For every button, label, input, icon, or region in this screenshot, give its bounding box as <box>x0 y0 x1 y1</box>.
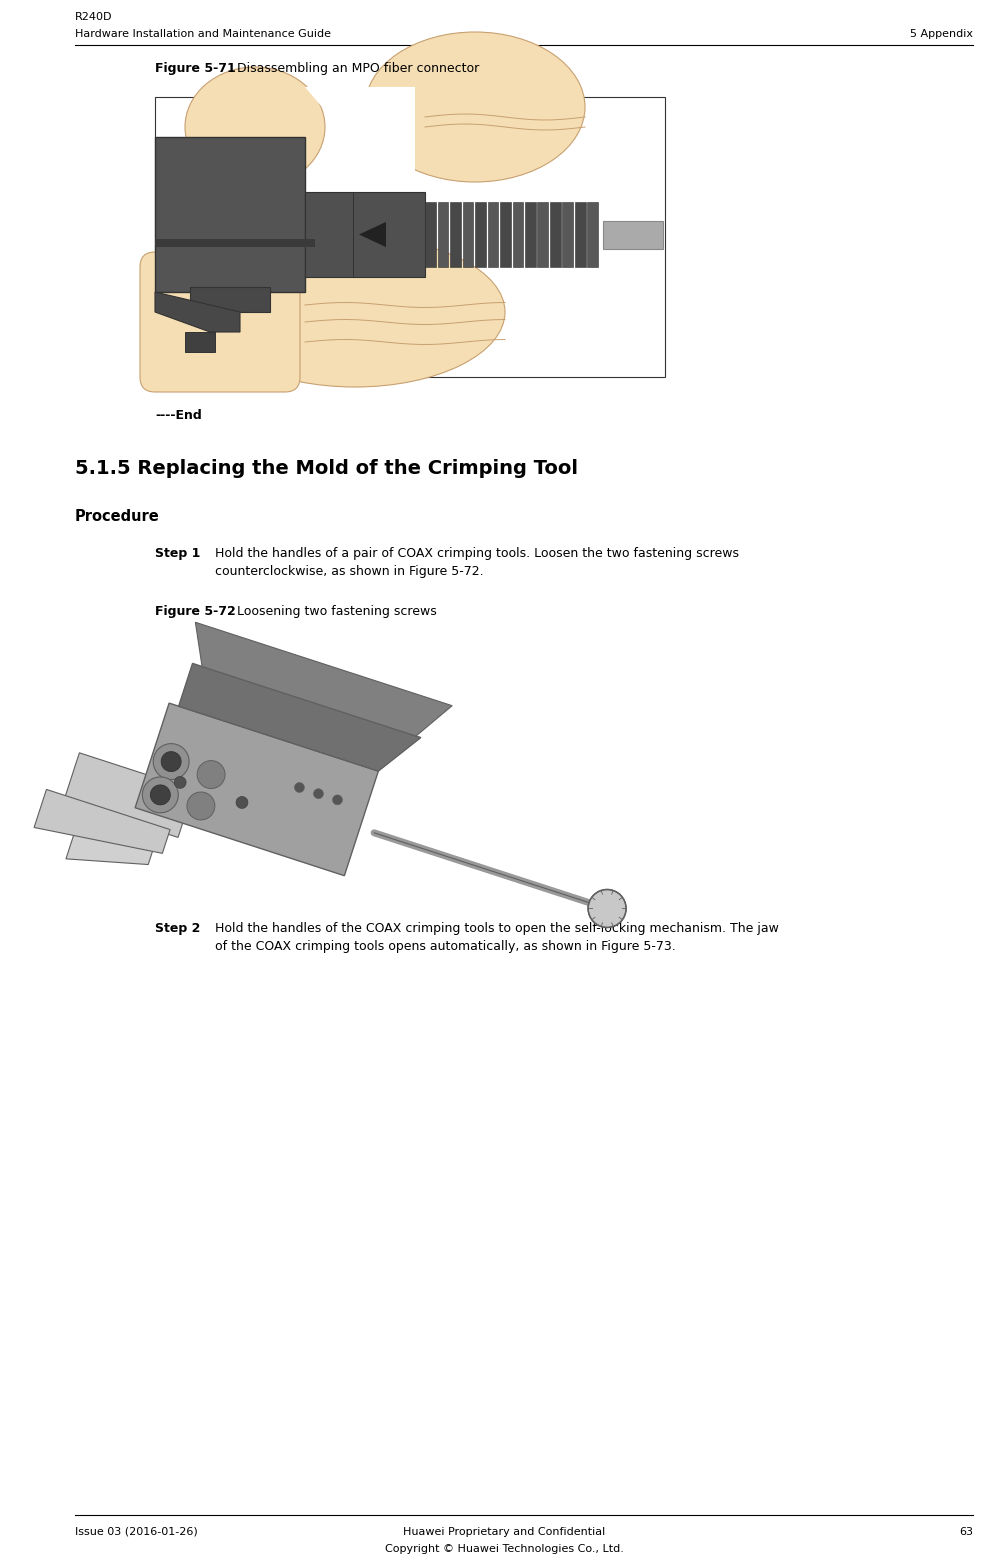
Text: Figure 5-71: Figure 5-71 <box>155 63 236 75</box>
Polygon shape <box>186 791 215 820</box>
Ellipse shape <box>205 237 505 387</box>
Text: Issue 03 (2016-01-26): Issue 03 (2016-01-26) <box>75 1526 198 1537</box>
Polygon shape <box>64 752 194 837</box>
Bar <box>190 287 270 312</box>
FancyBboxPatch shape <box>140 252 300 392</box>
Polygon shape <box>153 744 190 779</box>
Polygon shape <box>185 332 215 353</box>
Bar <box>562 202 574 266</box>
Polygon shape <box>305 88 415 216</box>
Text: Step 1: Step 1 <box>155 547 201 559</box>
Polygon shape <box>161 752 181 771</box>
Bar <box>425 202 435 266</box>
Text: Procedure: Procedure <box>75 509 159 523</box>
Polygon shape <box>66 821 154 865</box>
Ellipse shape <box>588 890 626 928</box>
Polygon shape <box>34 790 170 854</box>
Polygon shape <box>174 777 186 788</box>
Polygon shape <box>196 622 453 736</box>
Polygon shape <box>135 704 378 876</box>
Bar <box>500 202 511 266</box>
Bar <box>475 202 486 266</box>
Polygon shape <box>333 794 343 805</box>
Polygon shape <box>178 663 420 771</box>
Polygon shape <box>150 785 170 805</box>
Bar <box>575 202 586 266</box>
Bar <box>537 202 548 266</box>
Bar <box>437 202 449 266</box>
Bar <box>155 136 305 291</box>
Polygon shape <box>198 760 225 788</box>
Bar <box>305 193 425 277</box>
Bar <box>603 221 663 249</box>
Text: Hold the handles of a pair of COAX crimping tools. Loosen the two fastening scre: Hold the handles of a pair of COAX crimp… <box>215 547 739 578</box>
Bar <box>525 202 535 266</box>
Bar <box>512 202 523 266</box>
Text: 63: 63 <box>959 1526 973 1537</box>
Text: Huawei Proprietary and Confidential: Huawei Proprietary and Confidential <box>403 1526 605 1537</box>
Polygon shape <box>294 782 304 793</box>
Text: R240D: R240D <box>75 13 113 22</box>
Text: 5 Appendix: 5 Appendix <box>910 30 973 39</box>
Text: Step 2: Step 2 <box>155 921 201 935</box>
Polygon shape <box>359 223 386 248</box>
Text: 5.1.5 Replacing the Mold of the Crimping Tool: 5.1.5 Replacing the Mold of the Crimping… <box>75 459 578 478</box>
Text: Disassembling an MPO fiber connector: Disassembling an MPO fiber connector <box>233 63 479 75</box>
Bar <box>588 202 598 266</box>
Bar <box>550 202 560 266</box>
Text: Hold the handles of the COAX crimping tools to open the self-locking mechanism. : Hold the handles of the COAX crimping to… <box>215 921 779 953</box>
Text: Figure 5-72: Figure 5-72 <box>155 605 236 617</box>
Ellipse shape <box>185 67 325 186</box>
Polygon shape <box>155 291 240 332</box>
Bar <box>155 97 665 378</box>
Text: ----End: ----End <box>155 409 202 422</box>
Polygon shape <box>236 796 248 809</box>
Bar <box>155 240 314 248</box>
Bar <box>463 202 473 266</box>
Text: Copyright © Huawei Technologies Co., Ltd.: Copyright © Huawei Technologies Co., Ltd… <box>385 1543 623 1554</box>
Polygon shape <box>142 777 178 813</box>
Text: Loosening two fastening screws: Loosening two fastening screws <box>233 605 436 617</box>
Polygon shape <box>313 788 324 799</box>
Bar <box>488 202 498 266</box>
Bar <box>450 202 461 266</box>
Text: Hardware Installation and Maintenance Guide: Hardware Installation and Maintenance Gu… <box>75 30 331 39</box>
Ellipse shape <box>365 31 585 182</box>
